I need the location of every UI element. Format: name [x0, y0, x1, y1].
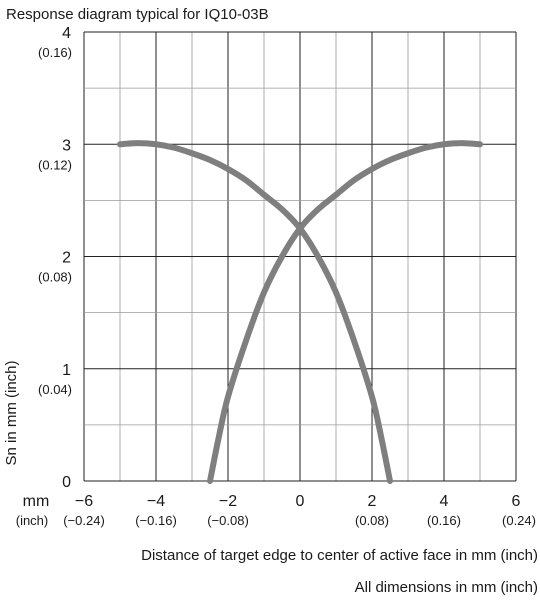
x-tick-inch-label: (−0.08) — [207, 513, 249, 528]
chart-title: Response diagram typical for IQ10-03B — [6, 6, 269, 23]
y-tick-inch-label: (0.08) — [38, 270, 72, 285]
x-unit-label: mm — [23, 493, 50, 510]
x-inch-unit-label: (inch) — [16, 513, 49, 528]
y-axis-label: Sn in mm (inch) — [3, 360, 20, 465]
x-tick-inch-label: (0.08) — [355, 513, 389, 528]
x-tick-inch-label: (−0.24) — [63, 513, 105, 528]
y-tick-label: 0 — [62, 474, 71, 491]
x-tick-label: 0 — [296, 493, 305, 510]
y-tick-inch-label: (0.12) — [38, 157, 72, 172]
y-tick-inch-label: (0.16) — [38, 45, 72, 60]
x-tick-inch-label: (0.16) — [427, 513, 461, 528]
x-tick-label: −6 — [75, 493, 93, 510]
x-tick-label: 6 — [512, 493, 521, 510]
y-tick-inch-label: (0.04) — [38, 382, 72, 397]
x-tick-label: −2 — [219, 493, 237, 510]
x-tick-inch-label: (−0.16) — [135, 513, 177, 528]
x-tick-inch-label: (0.24) — [502, 513, 536, 528]
y-tick-label: 3 — [62, 137, 71, 154]
grid — [83, 31, 517, 482]
series-layer — [117, 140, 483, 484]
x-axis-label: Distance of target edge to center of act… — [141, 547, 538, 564]
y-tick-label: 2 — [62, 250, 71, 267]
x-axis-ticks: −6 (−0.24) −4 (−0.16) −2 (−0.08) 0 2 (0.08) 4 (0.1… — [63, 493, 536, 528]
y-axis-ticks: 0 1 (0.04) 2 (0.08) 3 (0.12) 4 (0.16) — [38, 25, 72, 491]
x-tick-label: 4 — [440, 493, 449, 510]
series-line-1 — [117, 140, 393, 484]
series-line-2 — [207, 140, 483, 484]
y-tick-label: 4 — [62, 25, 71, 42]
x-tick-label: 2 — [368, 493, 377, 510]
x-tick-label: −4 — [147, 493, 165, 510]
y-tick-label: 1 — [62, 362, 71, 379]
footnote: All dimensions in mm (inch) — [355, 579, 538, 596]
